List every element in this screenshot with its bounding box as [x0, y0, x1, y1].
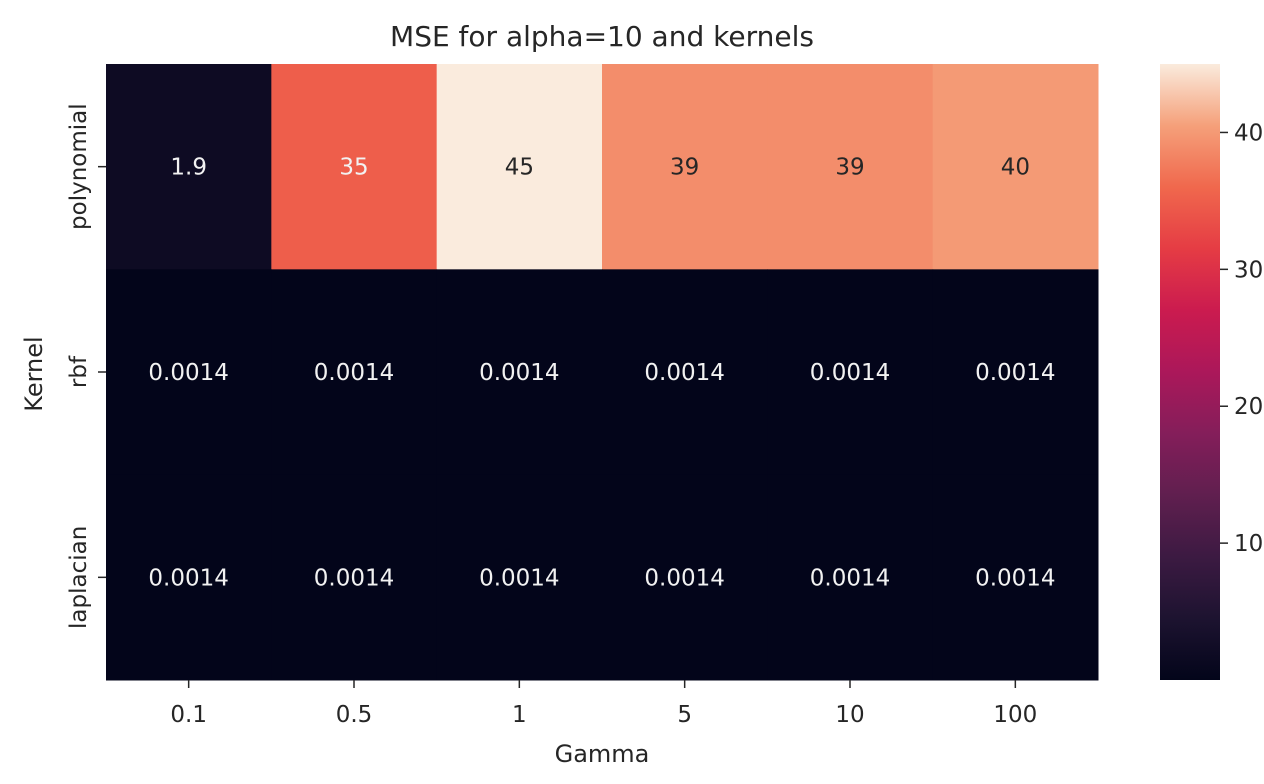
heatmap-cell — [106, 269, 272, 476]
heatmap-cell — [436, 269, 603, 476]
cell-annotation: 0.0014 — [314, 565, 394, 591]
cell-annotation: 39 — [835, 155, 864, 181]
heatmap-annotations: 1.9 35 45 39 39 40 0.0014 0.0014 0.0014 0.0014 0.0… — [148, 155, 1055, 592]
heatmap-cell — [932, 269, 1099, 476]
cell-annotation: 0.0014 — [644, 565, 724, 591]
heatmap-cell — [932, 474, 1099, 681]
heatmap-cell — [271, 474, 438, 681]
y-axis-label: Kernel — [20, 336, 48, 411]
heatmap-cell — [767, 64, 934, 270]
heatmap-cell — [767, 474, 934, 681]
y-tick-label: polynomial — [66, 103, 92, 230]
heatmap-cell — [271, 64, 438, 270]
heatmap-cell — [602, 64, 768, 270]
colorbar-ticks: 10 20 30 40 — [1220, 120, 1263, 557]
colorbar-tick-label: 20 — [1234, 394, 1263, 420]
y-tick-label: rbf — [66, 355, 92, 388]
colorbar-tick-label: 40 — [1234, 120, 1263, 146]
cell-annotation: 0.0014 — [975, 565, 1055, 591]
cell-annotation: 0.0014 — [314, 360, 394, 386]
heatmap-cell — [602, 474, 768, 681]
x-axis-ticks: 0.1 0.5 1 5 10 100 — [170, 680, 1037, 728]
cell-annotation: 0.0014 — [479, 565, 559, 591]
x-tick-label: 5 — [677, 702, 692, 728]
cell-annotation: 0.0014 — [810, 360, 890, 386]
x-tick-label: 1 — [512, 702, 527, 728]
cell-annotation: 0.0014 — [148, 565, 228, 591]
cell-annotation: 40 — [1001, 155, 1030, 181]
heatmap-cell — [106, 474, 272, 681]
cell-annotation: 0.0014 — [148, 360, 228, 386]
x-axis-label: Gamma — [555, 740, 650, 768]
x-tick-label: 0.1 — [170, 702, 207, 728]
heatmap-cell — [271, 269, 438, 476]
cell-annotation: 39 — [670, 155, 699, 181]
y-tick-label: laplacian — [66, 526, 92, 629]
chart-title: MSE for alpha=10 and kernels — [390, 20, 814, 53]
x-tick-label: 100 — [993, 702, 1037, 728]
x-tick-label: 10 — [835, 702, 864, 728]
colorbar-tick-label: 30 — [1234, 257, 1263, 283]
y-axis-ticks: polynomial rbf laplacian — [66, 103, 106, 629]
heatmap-cell — [932, 64, 1099, 270]
heatmap-cell — [436, 474, 603, 681]
heatmap-cell — [106, 64, 272, 270]
heatmap-cell — [602, 269, 768, 476]
heatmap-cell — [436, 64, 603, 270]
cell-annotation: 45 — [505, 155, 534, 181]
x-tick-label: 0.5 — [336, 702, 373, 728]
colorbar — [1160, 64, 1220, 680]
heatmap-cells — [106, 64, 1099, 681]
cell-annotation: 0.0014 — [644, 360, 724, 386]
cell-annotation: 1.9 — [170, 155, 207, 181]
cell-annotation: 0.0014 — [975, 360, 1055, 386]
colorbar-tick-label: 10 — [1234, 531, 1263, 557]
cell-annotation: 0.0014 — [810, 565, 890, 591]
heatmap-cell — [767, 269, 934, 476]
cell-annotation: 0.0014 — [479, 360, 559, 386]
cell-annotation: 35 — [339, 155, 368, 181]
